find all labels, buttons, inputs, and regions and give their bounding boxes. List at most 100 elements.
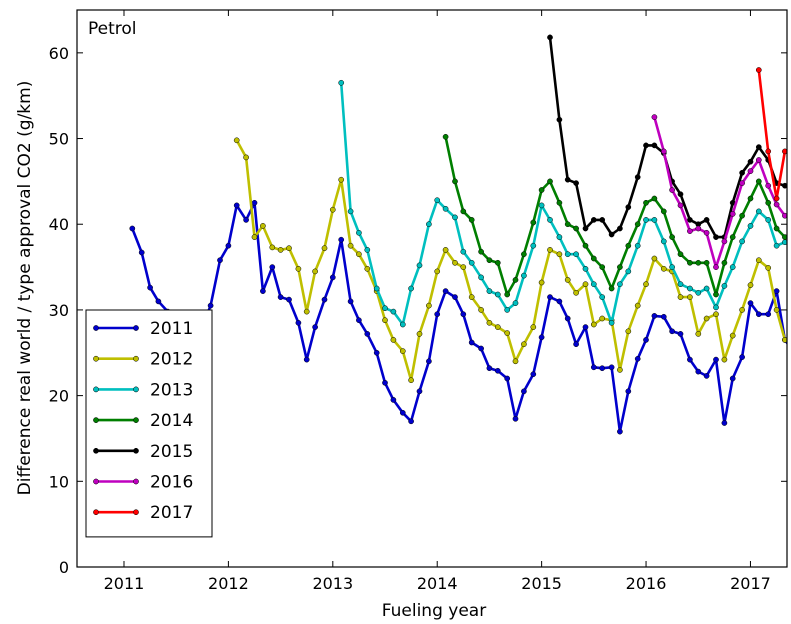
data-point xyxy=(739,212,745,219)
legend-label: 2013 xyxy=(150,380,193,400)
data-point xyxy=(547,217,553,223)
data-point xyxy=(729,211,736,217)
data-point xyxy=(669,264,675,270)
series-line xyxy=(235,139,787,382)
data-point xyxy=(478,248,484,255)
data-point xyxy=(721,283,728,289)
data-point xyxy=(251,199,258,206)
data-point xyxy=(634,302,641,309)
legend-marker xyxy=(133,386,139,393)
data-point xyxy=(773,195,780,202)
data-point xyxy=(747,223,754,229)
data-point xyxy=(382,379,388,386)
plot-frame xyxy=(76,9,788,568)
data-point xyxy=(408,377,414,384)
data-point xyxy=(608,285,615,292)
data-point xyxy=(538,279,545,286)
data-point xyxy=(547,247,553,253)
series-2015 xyxy=(547,34,787,240)
data-point xyxy=(617,225,623,232)
data-point xyxy=(755,311,762,318)
data-point xyxy=(573,180,579,186)
data-point xyxy=(765,265,772,271)
data-point xyxy=(660,238,667,245)
data-point xyxy=(478,307,484,313)
data-point xyxy=(625,328,632,335)
data-point xyxy=(442,288,449,294)
data-point xyxy=(452,294,458,300)
data-point xyxy=(625,388,632,395)
series-line xyxy=(548,37,786,239)
data-point xyxy=(408,285,414,292)
data-point xyxy=(703,373,710,379)
legend-marker xyxy=(133,509,139,516)
data-point xyxy=(582,265,589,272)
data-point xyxy=(739,307,745,313)
data-point xyxy=(590,255,597,262)
series-2012 xyxy=(233,137,787,384)
data-point xyxy=(233,137,240,144)
data-point xyxy=(713,356,719,363)
data-point xyxy=(669,187,675,193)
data-point xyxy=(617,367,623,373)
data-point xyxy=(617,281,623,288)
data-point xyxy=(347,242,354,249)
data-point xyxy=(721,238,728,245)
data-point xyxy=(452,259,458,266)
data-point xyxy=(233,202,240,209)
data-point xyxy=(521,251,527,258)
plot-lines xyxy=(129,34,787,435)
data-point xyxy=(695,331,702,337)
data-point xyxy=(468,339,475,346)
series-2016 xyxy=(651,114,787,270)
data-point xyxy=(452,178,458,185)
data-point xyxy=(643,217,649,223)
data-point xyxy=(660,208,667,215)
data-point xyxy=(434,197,441,204)
data-point xyxy=(486,257,493,264)
data-point xyxy=(582,324,589,330)
data-point xyxy=(765,182,772,189)
data-point xyxy=(695,259,702,266)
data-point xyxy=(277,247,284,253)
data-point xyxy=(442,247,449,253)
data-point xyxy=(695,225,702,232)
data-point xyxy=(703,315,710,322)
data-point xyxy=(312,268,318,275)
data-point xyxy=(747,282,754,288)
legend-marker xyxy=(93,355,99,362)
data-point xyxy=(530,242,537,249)
data-point xyxy=(564,277,571,283)
data-point xyxy=(356,317,362,324)
data-point xyxy=(599,264,606,270)
data-point xyxy=(729,234,736,240)
data-point xyxy=(713,304,719,311)
data-point xyxy=(687,259,693,266)
legend-label: 2016 xyxy=(150,473,193,493)
data-point xyxy=(765,311,772,318)
data-point xyxy=(713,264,719,270)
series-line xyxy=(131,201,787,433)
data-point xyxy=(721,356,728,363)
data-point xyxy=(442,205,449,212)
data-point xyxy=(721,259,728,266)
data-point xyxy=(460,248,467,255)
data-point xyxy=(468,294,475,300)
legend-label: 2012 xyxy=(150,350,193,370)
data-point xyxy=(747,195,754,202)
data-point xyxy=(460,208,467,215)
data-point xyxy=(390,397,397,403)
legend-item: 2012 xyxy=(93,350,193,370)
data-point xyxy=(677,281,684,288)
data-point xyxy=(643,337,649,343)
data-point xyxy=(486,319,493,326)
data-point xyxy=(634,242,641,249)
data-point xyxy=(773,242,780,249)
data-point xyxy=(521,341,527,348)
data-point xyxy=(478,345,484,352)
data-point xyxy=(547,294,553,300)
data-point xyxy=(582,281,589,288)
data-point xyxy=(651,114,658,120)
x-axis-label: Fueling year xyxy=(382,601,486,621)
